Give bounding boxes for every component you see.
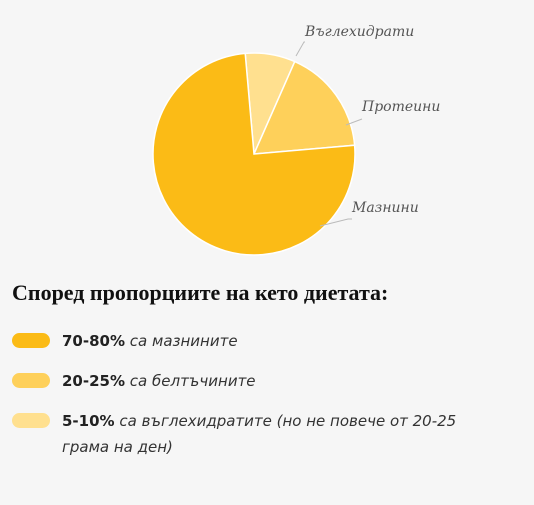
- page-heading: Според пропорциите на кето диетата:: [12, 280, 389, 305]
- legend-pct-carbs: 5-10%: [62, 412, 115, 430]
- legend-text-proteins: 20-25% са белтъчините: [62, 368, 256, 394]
- leader-line-carbs: [295, 41, 305, 57]
- legend-desc-fats: са мазнините: [129, 332, 238, 350]
- pie-slice-proteins: [252, 60, 356, 155]
- legend-desc-carbs: са въглехидратите (но не повече от 20-25…: [62, 412, 457, 456]
- leader-line-proteins: [345, 118, 363, 126]
- slice-label-carbs: Въглехидрати: [304, 24, 414, 40]
- pie-chart: Мазнини Протеини Въглехидрати: [152, 24, 440, 256]
- legend-text-carbs: 5-10% са въглехидратите (но не повече от…: [62, 408, 482, 460]
- legend-swatch-proteins: [12, 373, 50, 388]
- legend-pct-proteins: 20-25%: [62, 372, 126, 390]
- legend: 70-80% са мазнините 20-25% са белтъчинит…: [12, 328, 512, 474]
- legend-swatch-fats: [12, 333, 50, 348]
- legend-item-fats: 70-80% са мазнините: [12, 328, 512, 354]
- pie-slice-fats: [152, 52, 356, 256]
- legend-item-proteins: 20-25% са белтъчините: [12, 368, 512, 394]
- legend-item-carbs: 5-10% са въглехидратите (но не повече от…: [12, 408, 512, 460]
- slice-label-proteins: Протеини: [361, 99, 440, 115]
- legend-text-fats: 70-80% са мазнините: [62, 328, 238, 354]
- legend-swatch-carbs: [12, 413, 50, 428]
- leader-line-fats: [319, 218, 352, 227]
- legend-pct-fats: 70-80%: [62, 332, 126, 350]
- slice-label-fats: Мазнини: [351, 200, 419, 216]
- legend-desc-proteins: са белтъчините: [129, 372, 256, 390]
